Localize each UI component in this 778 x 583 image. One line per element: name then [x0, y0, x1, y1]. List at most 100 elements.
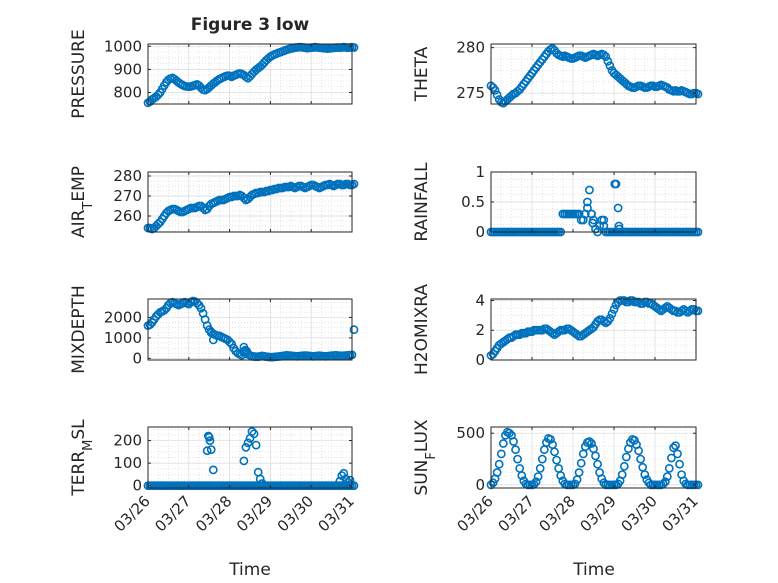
y-axis-label: AIRTEMP: [69, 166, 96, 238]
data-point: [208, 335, 218, 345]
data-point: [251, 440, 261, 450]
x-tick-label: 03/31: [659, 492, 702, 535]
data-point: [537, 454, 547, 464]
subplot-h2omixra: 0 2 4 H2OMIXRA: [412, 284, 703, 375]
y-tick-label: 1000: [104, 37, 142, 55]
data-point: [556, 471, 566, 480]
data-point: [242, 346, 252, 356]
y-tick-label: 0: [132, 477, 142, 495]
data-point: [614, 224, 624, 234]
x-tick-label: 03/28: [192, 492, 235, 535]
data-point: [660, 303, 670, 313]
data-point: [667, 453, 676, 463]
y-tick-label: 280: [113, 167, 142, 185]
data-point: [585, 437, 594, 446]
y-tick-label: 200: [113, 432, 142, 450]
data-point: [662, 472, 672, 481]
data-point: [664, 463, 674, 473]
data-point: [513, 454, 522, 464]
y-tick-label: 270: [113, 187, 142, 205]
y-tick-label: 260: [113, 207, 142, 225]
data-point: [208, 465, 218, 475]
data-point: [239, 456, 249, 466]
y-axis-label: H2OMIXRA: [412, 284, 432, 375]
data-point: [621, 452, 631, 462]
data-point: [196, 303, 206, 313]
data-point: [517, 471, 527, 480]
data-point: [241, 442, 251, 452]
y-tick-label: 275: [456, 84, 485, 102]
data-point: [576, 458, 586, 468]
data-point: [349, 43, 359, 52]
subplot-pressure: 800 900 1000 PRESSURE: [69, 29, 359, 119]
data-point: [587, 439, 596, 448]
data-point: [587, 209, 596, 219]
data-point: [591, 451, 600, 461]
subplot-mixdepth: 0 1000 2000 MIXDEPTH: [69, 285, 359, 374]
axes-box: [147, 426, 353, 489]
y-axis-label: THETA: [412, 46, 432, 102]
data-point: [239, 193, 249, 203]
y-tick-label: 4: [475, 291, 485, 309]
data-point: [509, 437, 518, 446]
x-tick-label: 03/29: [577, 492, 620, 535]
x-tick-label: 03/27: [151, 492, 194, 535]
data-point: [204, 432, 214, 442]
axes-box: [147, 43, 353, 105]
data-point: [588, 218, 598, 228]
data-point: [492, 468, 502, 477]
data-point: [498, 439, 508, 448]
data-point: [225, 337, 234, 347]
y-tick-label: 900: [113, 60, 142, 78]
data-point: [574, 468, 584, 477]
subplot-terr-msl: 0 100 200 TERRMSL 03/2603/2703/2803/2903/300…: [69, 419, 359, 535]
data-point: [511, 445, 520, 455]
data-point: [599, 221, 609, 231]
data-point: [521, 328, 531, 338]
axes-box: [147, 171, 353, 233]
data-point: [572, 330, 582, 340]
subplot-air-temp: 260 270 280 AIRTEMP: [69, 166, 359, 238]
data-point: [675, 459, 684, 469]
data-point: [611, 179, 621, 189]
figure-title: Figure 3 low: [191, 15, 310, 35]
data-point: [349, 325, 359, 335]
x-tick-label: 03/31: [315, 492, 358, 535]
data-point: [243, 438, 253, 448]
x-tick-label: 03/29: [233, 492, 276, 535]
data-point: [159, 305, 169, 315]
data-point: [673, 449, 682, 459]
data-point: [585, 185, 594, 195]
data-point: [202, 321, 212, 330]
x-tick-label: 03/30: [618, 492, 661, 535]
y-tick-label: 2000: [104, 308, 142, 326]
data-point: [504, 428, 514, 438]
y-tick-label: 0: [132, 349, 142, 367]
data-point: [599, 50, 609, 60]
data-point: [660, 477, 670, 487]
data-point: [247, 427, 257, 436]
data-point: [206, 327, 216, 337]
y-axis-label: PRESSURE: [69, 29, 89, 118]
data-point: [550, 447, 559, 457]
data-point: [628, 296, 637, 305]
x-tick-label: 03/26: [111, 492, 154, 535]
data-point: [617, 470, 627, 479]
y-tick-label: 1: [475, 163, 485, 181]
data-point: [634, 446, 643, 456]
data-point: [257, 479, 267, 488]
data-point: [640, 470, 650, 479]
x-axis-label-right: Time: [572, 560, 615, 580]
data-point: [546, 434, 555, 444]
data-point: [613, 203, 623, 213]
data-point: [202, 446, 212, 456]
data-point: [607, 309, 617, 319]
data-point: [669, 443, 678, 453]
axes-box: [147, 298, 353, 361]
y-axis-label: MIXDEPTH: [69, 285, 89, 374]
y-tick-label: 0: [475, 476, 485, 494]
subplot-sun-flux: 0 500 SUNFLUX 03/2603/2703/2803/2903/3003/3…: [412, 419, 703, 535]
subplot-theta: 275 280 THETA: [412, 39, 703, 108]
data-point: [535, 463, 545, 473]
y-tick-label: 280: [456, 39, 485, 57]
